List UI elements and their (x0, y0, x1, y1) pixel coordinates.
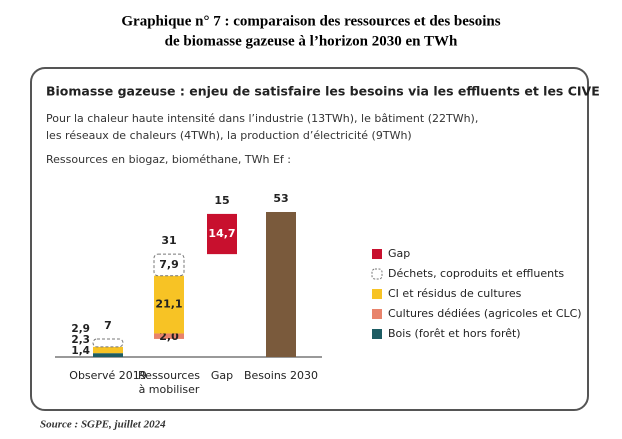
legend-label: Bois (forêt et hors forêt) (388, 327, 521, 340)
box-title: Biomasse gazeuse : enjeu de satisfaire l… (46, 84, 600, 99)
x-tick-label: Ressources à mobiliser (138, 369, 200, 396)
bar-segment (93, 346, 123, 354)
value-label: 14,7 (208, 227, 235, 240)
legend-label: Gap (388, 247, 410, 260)
value-label: 2,3 (71, 334, 90, 346)
total-label: 7 (104, 319, 112, 332)
description: Pour la chaleur haute intensité dans l’i… (46, 112, 478, 125)
x-tick-label: Gap (211, 369, 233, 382)
title-line: Graphique n° 7 : comparaison des ressour… (121, 13, 500, 29)
value-label: 1,4 (71, 345, 90, 357)
x-tick-label: Observé 2019 (69, 369, 146, 382)
bar-segment (154, 333, 184, 339)
legend-label: Déchets, coproduits et effluents (388, 267, 564, 280)
value-label: 2,9 (71, 323, 90, 335)
total-label: 31 (161, 234, 176, 247)
frame (30, 67, 589, 411)
bar-segment (92, 338, 124, 348)
value-label: 21,1 (155, 298, 182, 311)
x-tick-label: Besoins 2030 (244, 369, 318, 382)
total-label: 15 (214, 194, 229, 207)
bar (266, 212, 296, 357)
bar-segment (93, 353, 123, 357)
value-label: 7,9 (159, 258, 179, 271)
legend-swatch (372, 249, 382, 259)
bar-segment (153, 253, 185, 277)
title-line: de biomasse gazeuse à l’horizon 2030 en … (165, 33, 458, 49)
legend-swatch (372, 329, 382, 339)
description: les réseaux de chaleurs (4TWh), la produ… (46, 129, 412, 142)
bar-segment (154, 275, 184, 334)
source: Source : SGPE, juillet 2024 (40, 419, 166, 431)
legend-swatch (372, 309, 382, 319)
bar-segment (207, 213, 237, 255)
legend-swatch (371, 268, 383, 280)
unit-note: Ressources en biogaz, biométhane, TWh Ef… (46, 153, 291, 166)
legend-swatch (372, 289, 382, 299)
legend-label: Cultures dédiées (agricoles et CLC) (388, 307, 582, 320)
legend-label: CI et résidus de cultures (388, 287, 522, 300)
total-label: 53 (273, 192, 288, 205)
